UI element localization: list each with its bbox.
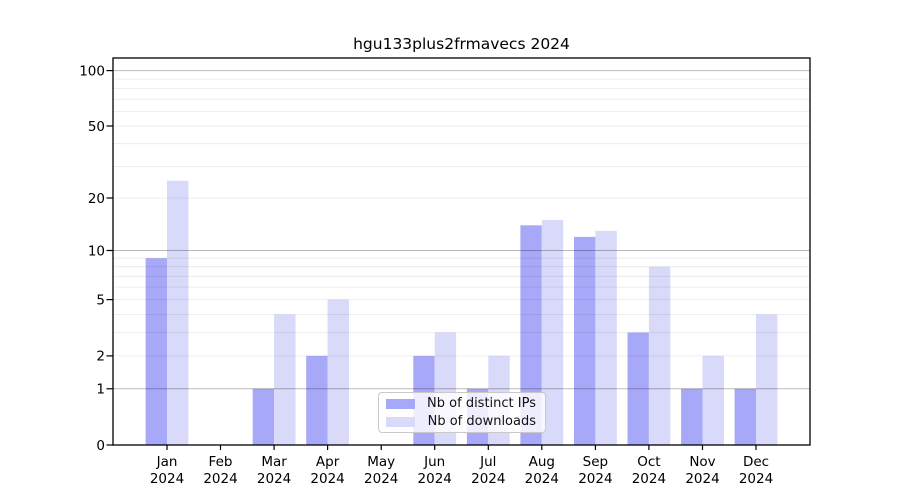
y-tick-label: 20 [88, 191, 105, 207]
x-tick-label-year: 2024 [578, 471, 612, 487]
bar-series1-aug [541, 220, 564, 445]
x-tick-label-month: Jan [156, 454, 178, 470]
bar-series1-mar [274, 314, 296, 445]
y-tick-label: 50 [88, 119, 105, 135]
x-tick-label-year: 2024 [364, 471, 398, 487]
x-tick-label-month: Jul [479, 454, 496, 470]
x-tick-label-year: 2024 [632, 471, 666, 487]
x-tick-label-year: 2024 [739, 471, 773, 487]
bar-series1-oct [648, 266, 671, 445]
bar-series0-aug [520, 225, 542, 445]
bar-series0-jan [145, 258, 167, 445]
legend-label-distinct-ips: Nb of distinct IPs [427, 396, 536, 411]
x-tick-label-year: 2024 [310, 471, 344, 487]
x-tick-label-year: 2024 [257, 471, 291, 487]
x-tick-label-month: Nov [689, 454, 715, 470]
legend-label-downloads: Nb of downloads [427, 414, 536, 429]
x-tick-label-month: Sep [583, 454, 608, 470]
x-tick-label-year: 2024 [525, 471, 559, 487]
x-tick-label-month: Dec [743, 454, 769, 470]
x-tick-label-month: Apr [316, 454, 340, 470]
x-axis: Jan2024Feb2024Mar2024Apr2024May2024Jun20… [150, 445, 773, 487]
legend-item-downloads: Nb of downloads [386, 414, 536, 429]
y-tick-label: 100 [79, 63, 105, 79]
bar-series0-nov [681, 388, 703, 445]
bar-series0-oct [627, 332, 649, 445]
legend-swatch-downloads [386, 416, 415, 427]
x-tick-label-month: Feb [209, 454, 233, 470]
legend-swatch-distinct-ips [386, 398, 415, 409]
x-tick-label-month: Mar [261, 454, 287, 470]
x-tick-label-month: Oct [637, 454, 660, 470]
bar-series0-sep [574, 236, 596, 445]
chart-title: hgu133plus2frmavecs 2024 [353, 35, 570, 53]
bar-series0-apr [306, 355, 328, 445]
y-axis: 0 1 2 5 10 20 50 100 [79, 63, 113, 454]
bar-series0-dec [734, 388, 756, 445]
bar-series1-jan [167, 180, 189, 445]
x-tick-label-year: 2024 [203, 471, 237, 487]
legend: Nb of distinct IPs Nb of downloads [378, 392, 546, 433]
bar-series1-sep [595, 230, 617, 445]
x-tick-label-year: 2024 [150, 471, 184, 487]
x-tick-label-month: Aug [529, 454, 555, 470]
x-tick-label-month: May [367, 454, 395, 470]
y-tick-label: 2 [96, 349, 105, 365]
bar-series1-dec [756, 314, 778, 445]
x-tick-label-month: Jun [423, 454, 445, 470]
plot-border [112, 57, 811, 446]
x-tick-label-year: 2024 [471, 471, 505, 487]
x-tick-label-year: 2024 [685, 471, 719, 487]
legend-item-distinct-ips: Nb of distinct IPs [386, 396, 536, 411]
bar-series0-mar [252, 388, 275, 445]
y-tick-label: 5 [96, 292, 105, 308]
y-tick-label: 1 [96, 382, 105, 398]
y-tick-label: 0 [96, 438, 105, 454]
bar-series1-apr [327, 299, 349, 445]
gridlines-group [113, 70, 810, 390]
y-tick-label: 10 [88, 243, 105, 259]
x-tick-label-year: 2024 [418, 471, 452, 487]
bar-series1-nov [702, 355, 724, 445]
